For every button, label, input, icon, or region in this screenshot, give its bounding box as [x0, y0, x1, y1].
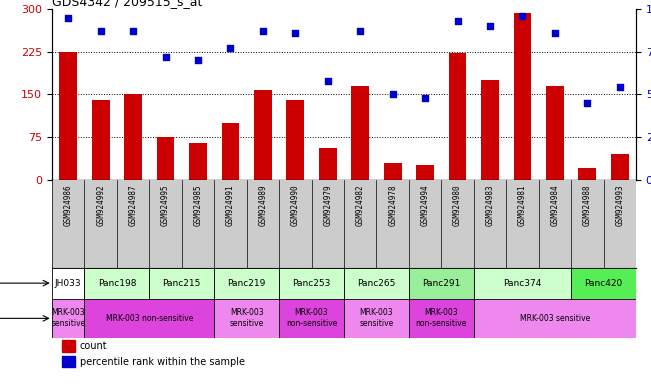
Bar	[344, 268, 409, 298]
Point	[387, 91, 398, 98]
Text: GSM924978: GSM924978	[388, 184, 397, 226]
Bar	[416, 166, 434, 180]
Bar	[62, 340, 75, 352]
Point	[452, 18, 463, 24]
Text: MRK-003
sensitive: MRK-003 sensitive	[51, 308, 85, 328]
Point	[193, 57, 203, 63]
Point	[322, 78, 333, 84]
Bar	[286, 100, 304, 180]
Bar	[319, 148, 337, 180]
Text: GSM924986: GSM924986	[64, 184, 73, 226]
Point	[485, 23, 495, 29]
Bar	[546, 86, 564, 180]
Text: GSM924985: GSM924985	[193, 184, 202, 226]
Text: GSM924995: GSM924995	[161, 184, 170, 226]
Point	[225, 45, 236, 51]
Bar	[52, 268, 85, 298]
Point	[63, 15, 74, 21]
Text: Panc420: Panc420	[585, 279, 622, 288]
Bar	[514, 13, 531, 180]
Bar	[62, 356, 75, 367]
Point	[549, 30, 560, 36]
Bar	[92, 100, 109, 180]
Point	[128, 28, 138, 34]
Bar	[254, 90, 272, 180]
Point	[518, 13, 528, 19]
Bar	[481, 80, 499, 180]
Bar	[352, 86, 369, 180]
Text: GSM924979: GSM924979	[324, 184, 332, 226]
Text: MRK-003
sensitive: MRK-003 sensitive	[230, 308, 264, 328]
Bar	[571, 268, 636, 298]
Bar	[279, 298, 344, 338]
Bar	[189, 143, 207, 180]
Text: MRK-003
sensitive: MRK-003 sensitive	[359, 308, 394, 328]
Point	[290, 30, 301, 36]
Bar	[383, 162, 402, 180]
Text: GSM924983: GSM924983	[486, 184, 495, 226]
Text: GSM924993: GSM924993	[615, 184, 624, 226]
Text: GSM924989: GSM924989	[258, 184, 268, 226]
Bar	[214, 268, 279, 298]
Text: GSM924994: GSM924994	[421, 184, 430, 226]
Text: GSM924984: GSM924984	[550, 184, 559, 226]
Point	[420, 95, 430, 101]
Text: Panc198: Panc198	[98, 279, 136, 288]
Text: Panc215: Panc215	[163, 279, 201, 288]
Bar	[344, 298, 409, 338]
Text: Panc374: Panc374	[503, 279, 542, 288]
Text: GSM924988: GSM924988	[583, 184, 592, 226]
Text: GSM924982: GSM924982	[355, 184, 365, 226]
Bar	[59, 52, 77, 180]
Text: MRK-003
non-sensitive: MRK-003 non-sensitive	[286, 308, 337, 328]
Bar	[611, 154, 629, 180]
Text: MRK-003 non-sensitive: MRK-003 non-sensitive	[105, 314, 193, 323]
Text: GSM924987: GSM924987	[129, 184, 137, 226]
Text: GSM924990: GSM924990	[291, 184, 300, 226]
Text: JH033: JH033	[55, 279, 81, 288]
Bar	[474, 298, 636, 338]
Bar	[409, 298, 474, 338]
Bar	[474, 268, 571, 298]
Bar	[149, 268, 214, 298]
Text: GSM924991: GSM924991	[226, 184, 235, 226]
Bar	[578, 168, 596, 180]
Text: MRK-003 sensitive: MRK-003 sensitive	[519, 314, 590, 323]
Text: Panc219: Panc219	[227, 279, 266, 288]
Point	[96, 28, 106, 34]
Bar	[449, 53, 467, 180]
Text: MRK-003
non-sensitive: MRK-003 non-sensitive	[415, 308, 467, 328]
Bar	[409, 268, 474, 298]
Bar	[85, 298, 214, 338]
Bar	[214, 298, 279, 338]
Text: GSM924992: GSM924992	[96, 184, 105, 226]
Bar	[221, 123, 240, 180]
Text: percentile rank within the sample: percentile rank within the sample	[79, 357, 245, 367]
Bar	[157, 137, 174, 180]
Bar	[85, 268, 149, 298]
Point	[615, 84, 625, 91]
Point	[582, 100, 592, 106]
Text: Panc265: Panc265	[357, 279, 396, 288]
Text: Panc291: Panc291	[422, 279, 460, 288]
Point	[355, 28, 365, 34]
Bar	[124, 94, 142, 180]
Text: GSM924981: GSM924981	[518, 184, 527, 226]
Point	[160, 54, 171, 60]
Point	[258, 28, 268, 34]
Text: Panc253: Panc253	[292, 279, 331, 288]
Bar	[279, 268, 344, 298]
Text: GSM924980: GSM924980	[453, 184, 462, 226]
Bar	[52, 298, 85, 338]
Text: count: count	[79, 341, 107, 351]
Text: GDS4342 / 209515_s_at: GDS4342 / 209515_s_at	[52, 0, 202, 8]
